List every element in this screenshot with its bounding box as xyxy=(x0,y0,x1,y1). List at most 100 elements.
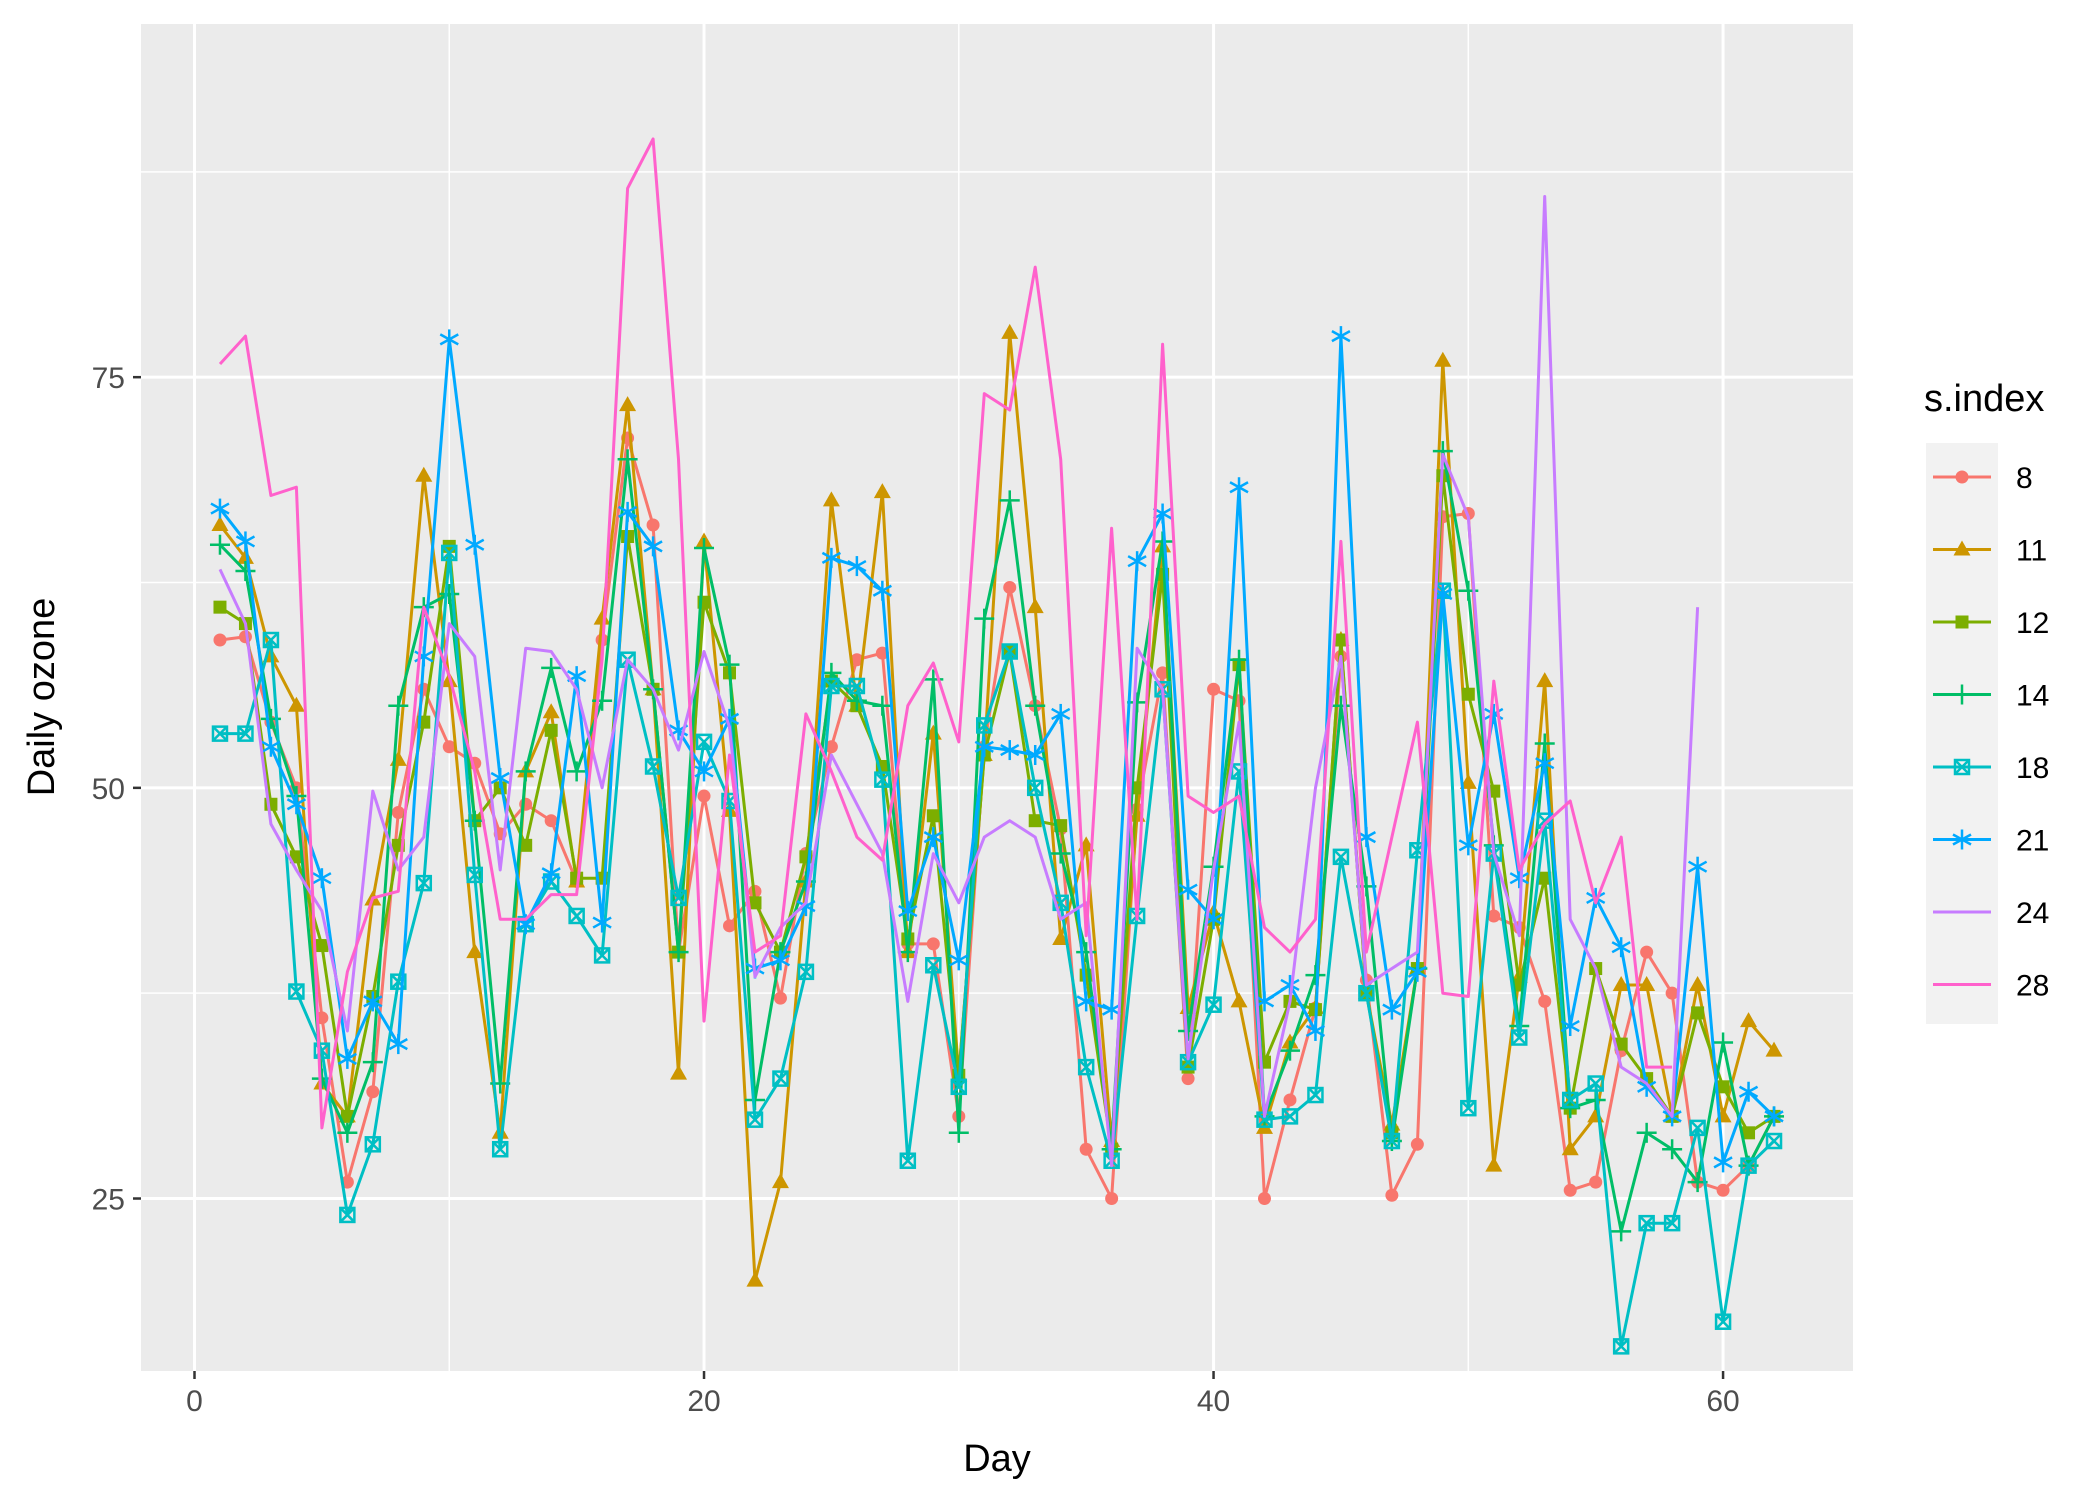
data-point xyxy=(1740,1157,1757,1174)
square-x-marker-diag2 xyxy=(1715,1313,1731,1330)
data-point xyxy=(287,696,305,712)
circle-marker xyxy=(1105,1192,1119,1206)
square-x-marker-box xyxy=(925,957,942,974)
data-point xyxy=(1738,1081,1759,1102)
square-x-marker-box xyxy=(415,874,433,892)
data-point xyxy=(1383,1132,1401,1150)
data-point xyxy=(1689,1119,1706,1137)
triangle-marker xyxy=(619,396,637,412)
data-point xyxy=(772,1070,789,1087)
asterisk-marker-d2 xyxy=(1229,481,1249,494)
square-marker xyxy=(1716,1080,1730,1094)
data-point xyxy=(1714,1313,1732,1330)
square-x-marker-box xyxy=(288,983,305,1000)
data-point xyxy=(464,810,485,831)
data-point xyxy=(286,794,307,815)
data-point xyxy=(1127,551,1147,572)
circle-marker xyxy=(1003,580,1017,594)
circle-marker xyxy=(366,1085,380,1099)
square-marker xyxy=(1742,1126,1756,1140)
circle-marker xyxy=(1207,682,1221,696)
square-x-marker-diag2 xyxy=(874,771,891,788)
asterisk-marker-d2 xyxy=(541,867,561,880)
data-point xyxy=(1205,996,1222,1013)
data-point xyxy=(1665,986,1679,1000)
circle-marker xyxy=(824,740,838,754)
square-x-marker-diag2 xyxy=(1307,1087,1324,1103)
data-point xyxy=(363,991,383,1012)
circle-marker xyxy=(723,919,736,933)
data-point xyxy=(948,1122,969,1143)
circle-marker xyxy=(1665,986,1679,1000)
square-x-marker-diag2 xyxy=(288,983,305,1000)
data-point xyxy=(1461,687,1475,701)
asterisk-marker-d2 xyxy=(363,995,383,1008)
triangle-marker xyxy=(1638,975,1656,991)
circle-marker xyxy=(1156,666,1170,680)
series-line-14 xyxy=(218,449,1776,1233)
data-point xyxy=(1258,1192,1271,1206)
data-point xyxy=(1178,879,1198,900)
legend-label: 28 xyxy=(2016,970,2049,1003)
data-point xyxy=(1434,351,1452,367)
data-point xyxy=(1534,733,1555,754)
series-line-24 xyxy=(218,195,1700,1168)
asterisk-marker-d2 xyxy=(1611,941,1631,954)
data-point xyxy=(213,633,227,647)
square-x-marker-box xyxy=(1205,996,1222,1013)
data-point xyxy=(1561,1091,1579,1109)
square-x-marker-box xyxy=(339,1206,356,1224)
asterisk-marker-d2 xyxy=(1152,507,1173,520)
data-point xyxy=(950,1078,968,1096)
data-point xyxy=(1538,994,1552,1008)
data-point xyxy=(491,1140,509,1158)
data-point xyxy=(949,950,969,971)
circle-marker xyxy=(1589,1175,1603,1189)
data-point xyxy=(1563,1183,1577,1197)
square-x-marker-box xyxy=(772,1070,789,1087)
legend-item-28: 28 xyxy=(1933,970,2049,1003)
data-point xyxy=(897,942,918,963)
square-x-marker-diag2 xyxy=(798,963,814,980)
square-x-marker-box xyxy=(1714,1313,1732,1330)
square-x-marker-diag2 xyxy=(823,678,840,694)
data-point xyxy=(388,695,409,716)
circle-marker xyxy=(773,991,787,1005)
square-x-marker-diag2 xyxy=(1001,643,1018,660)
legend-item-11: 11 xyxy=(1933,535,2047,568)
asterisk-marker-d2 xyxy=(1102,1003,1122,1016)
data-point xyxy=(719,654,740,675)
series-21 xyxy=(210,326,1784,1173)
asterisk-marker-d2 xyxy=(847,559,867,573)
data-point xyxy=(1740,1012,1758,1028)
data-point xyxy=(821,547,842,568)
triangle-marker xyxy=(491,1123,509,1139)
series-line-28 xyxy=(218,137,1673,1130)
data-point xyxy=(976,717,993,734)
square-x-marker-diag2 xyxy=(415,875,432,892)
square-x-marker-diag2 xyxy=(950,1078,967,1095)
square-x-marker-box xyxy=(1511,1029,1528,1046)
square-x-marker-diag2 xyxy=(263,632,279,648)
square-x-marker-box xyxy=(1460,1099,1477,1117)
legend-label: 24 xyxy=(2016,897,2049,930)
square-x-marker-box xyxy=(237,725,254,742)
square-x-marker-box xyxy=(1765,1132,1783,1150)
square-x-marker-box xyxy=(1332,848,1350,866)
legend-key-marker xyxy=(1953,540,1971,556)
square-x-marker-diag2 xyxy=(1078,1059,1095,1075)
square-x-marker-box xyxy=(262,631,280,649)
asterisk-marker-d2 xyxy=(617,505,638,518)
data-point xyxy=(644,758,662,775)
square-marker xyxy=(748,896,762,910)
legend-item-21: 21 xyxy=(1933,825,2049,858)
data-point xyxy=(1001,323,1019,339)
asterisk-marker-d2 xyxy=(1382,1003,1402,1016)
data-point xyxy=(697,789,711,803)
square-marker xyxy=(621,530,635,544)
y-tick-label: 75 xyxy=(92,362,125,395)
circle-marker xyxy=(697,789,711,803)
data-point xyxy=(1230,992,1248,1008)
square-x-marker-box xyxy=(568,907,585,925)
legend-label: 11 xyxy=(2016,535,2047,568)
